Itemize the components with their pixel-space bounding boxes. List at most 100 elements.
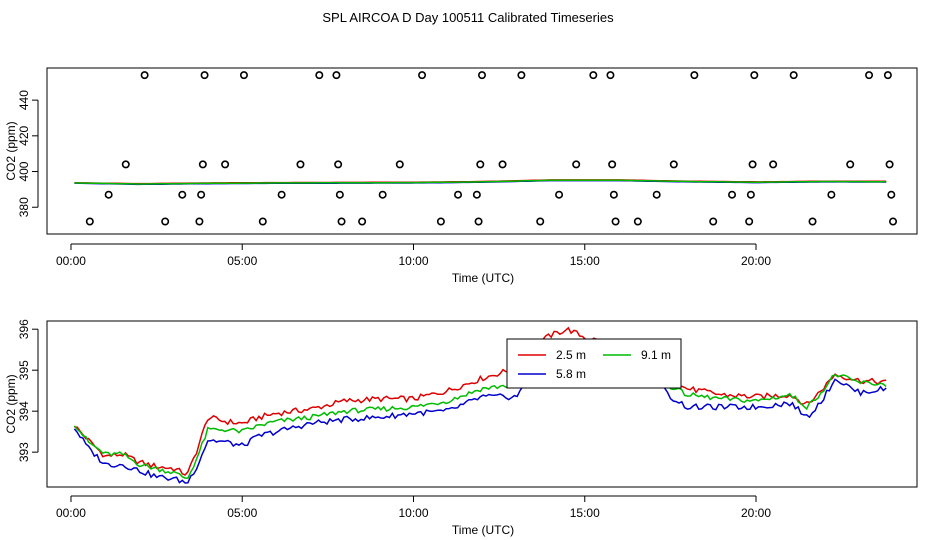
data-point [477,71,486,80]
data-point [808,217,817,226]
bottom-x-tick-label: 15:00 [570,506,600,520]
data-point [277,190,286,199]
bottom-y-axis-label: CO2 (ppm) [4,374,18,433]
top-x-axis: 00:00 05:00 10:00 15:00 20:00 [56,243,771,268]
bottom-series-2-5-mline [74,326,887,476]
data-point [536,217,545,226]
data-point [121,160,130,169]
top-x-tick-label: 10:00 [398,254,428,268]
bottom-y-tick-label: 394 [17,401,31,421]
data-point [606,71,615,80]
legend-label-5-8m: 5.8 m [556,367,586,381]
data-point [709,217,718,226]
top-x-axis-label: Time (UTC) [452,271,514,285]
data-point [335,190,344,199]
bottom-plot-frame [46,320,918,488]
bottom-x-tick-label: 05:00 [227,506,257,520]
data-point [178,190,187,199]
data-point [315,71,324,80]
data-point [161,217,170,226]
data-point [197,190,206,199]
data-point [198,160,207,169]
data-point [104,190,113,199]
bottom-y-tick-label: 396 [17,319,31,339]
data-point [728,190,737,199]
chart-title: SPL AIRCOA D Day 100511 Calibrated Times… [322,10,614,25]
top-y-tick-label: 380 [17,197,31,217]
legend: 2.5 m 9.1 m 5.8 m [506,338,682,389]
bottom-x-tick-label: 20:00 [741,506,771,520]
data-point [883,71,892,80]
data-point [769,160,778,169]
data-point [608,160,617,169]
bottom-series-5-8-mline [73,352,887,484]
data-point [378,190,387,199]
legend-box [506,338,682,389]
data-point [332,71,341,80]
data-point [589,71,598,80]
data-point [887,190,896,199]
data-point [827,190,836,199]
bottom-series-9-1-mline [73,339,887,479]
data-point [454,190,463,199]
data-point [476,160,485,169]
top-points [85,71,898,226]
data-point [746,190,755,199]
top-series-9-1-mline [74,179,887,185]
bottom-x-tick-label: 10:00 [398,506,428,520]
data-point [669,160,678,169]
top-y-axis: 380 400 420 440 [17,90,39,217]
top-panel: 00:00 05:00 10:00 15:00 20:00 380 400 420 440 T… [4,67,918,285]
data-point [140,71,149,80]
data-point [750,71,759,80]
data-point [85,217,94,226]
bottom-y-tick-label: 395 [17,360,31,380]
data-point [885,160,894,169]
data-point [337,217,346,226]
data-point [889,217,898,226]
top-series [74,179,887,186]
data-point [395,160,404,169]
top-x-tick-label: 00:00 [56,254,86,268]
top-plot-frame [46,67,918,235]
legend-label-2-5m: 2.5 m [556,348,586,362]
legend-label-9-1m: 9.1 m [641,348,671,362]
data-point [611,217,620,226]
data-point [296,160,305,169]
data-point [472,190,481,199]
data-point [358,217,367,226]
data-point [418,71,427,80]
data-point [436,217,445,226]
data-point [846,160,855,169]
data-point [865,71,874,80]
data-point [517,71,526,80]
data-point [748,160,757,169]
top-y-tick-label: 400 [17,161,31,181]
data-point [498,160,507,169]
bottom-series [73,326,887,484]
data-point [195,217,204,226]
data-point [258,217,267,226]
data-point [652,190,661,199]
top-x-tick-label: 15:00 [570,254,600,268]
top-y-axis-label: CO2 (ppm) [4,121,18,180]
data-point [745,217,754,226]
data-point [555,190,564,199]
data-point [239,71,248,80]
bottom-panel: 00:00 05:00 10:00 15:00 20:00 393 394 395 396 T… [4,319,918,537]
top-x-tick-label: 05:00 [227,254,257,268]
bottom-x-tick-label: 00:00 [56,506,86,520]
top-y-tick-label: 440 [17,90,31,110]
data-point [334,160,343,169]
bottom-y-axis: 393 394 395 396 [17,319,39,462]
data-point [609,190,618,199]
data-point [633,217,642,226]
top-x-tick-label: 20:00 [741,254,771,268]
bottom-y-tick-label: 393 [17,442,31,462]
data-point [789,71,798,80]
bottom-x-axis-label: Time (UTC) [452,523,514,537]
data-point [221,160,230,169]
bottom-x-axis: 00:00 05:00 10:00 15:00 20:00 [56,495,771,520]
data-point [474,217,483,226]
